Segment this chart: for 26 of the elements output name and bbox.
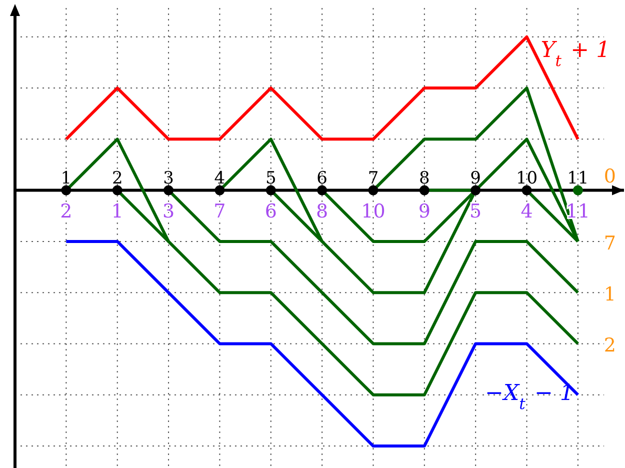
- annotation: 5: [470, 200, 482, 222]
- x-tick-label: 11: [567, 168, 589, 188]
- x-tick-label: 1: [60, 168, 72, 188]
- series-label: Y$_{t}$ + 1: [540, 38, 610, 70]
- x-tick-label: 6: [316, 168, 328, 188]
- annotation: 8: [316, 200, 328, 222]
- x-tick-label: 2: [112, 168, 123, 188]
- x-tick-label: 7: [368, 168, 379, 188]
- annotation: 7: [604, 232, 616, 254]
- annotation: 2: [60, 200, 72, 222]
- annotation: 1: [604, 284, 616, 306]
- annotation: 10: [361, 200, 386, 222]
- x-tick-label: 3: [163, 168, 174, 188]
- x-tick-label: 5: [265, 168, 276, 188]
- annotation: 1: [111, 200, 124, 222]
- annotation: 3: [162, 200, 175, 222]
- x-tick-label: 9: [470, 168, 481, 188]
- annotation: 4: [520, 200, 533, 222]
- x-tick-label: 4: [214, 168, 226, 188]
- annotation: 0: [604, 165, 616, 188]
- annotation: 6: [264, 200, 277, 222]
- x-tick-label: 10: [516, 168, 538, 188]
- annotation: 2: [604, 334, 616, 357]
- annotation: 9: [418, 200, 430, 222]
- x-tick-label: 8: [419, 168, 430, 188]
- annotation: 7: [214, 200, 226, 222]
